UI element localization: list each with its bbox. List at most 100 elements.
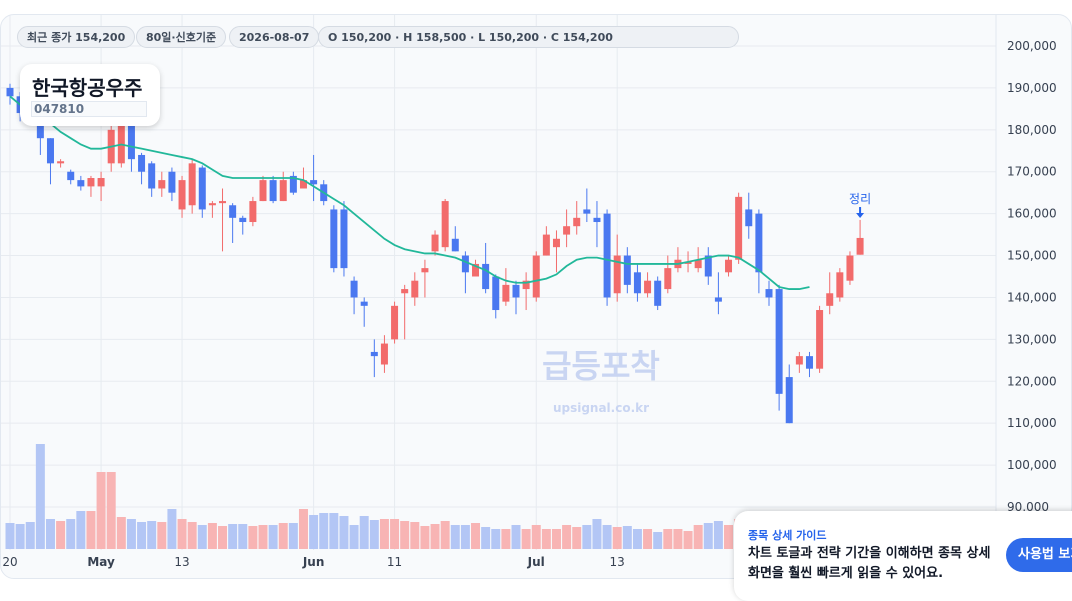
candle-body xyxy=(846,255,854,281)
candle-body xyxy=(138,154,146,172)
candle-body xyxy=(785,377,793,424)
volume-bar xyxy=(298,509,308,549)
candle-body xyxy=(249,201,257,223)
candle-body xyxy=(229,205,237,218)
volume-bar xyxy=(460,525,470,549)
x-tick-label: 11 xyxy=(387,555,402,569)
chip-close-price: 최근 종가 154,200 xyxy=(17,26,136,48)
candle-body xyxy=(289,175,297,193)
y-tick-label: 130,000 xyxy=(1007,332,1057,346)
candle-body xyxy=(704,255,712,277)
volume-bar xyxy=(116,517,126,549)
x-tick-label: 13 xyxy=(610,555,625,569)
volume-bar xyxy=(339,516,349,549)
candle-body xyxy=(46,138,54,164)
candle-body xyxy=(259,180,267,202)
volume-bar xyxy=(288,523,298,549)
y-tick-label: 180,000 xyxy=(1007,123,1057,137)
volume-bar xyxy=(319,513,329,549)
candle-body xyxy=(502,284,510,302)
volume-bar xyxy=(541,529,551,549)
volume-bar xyxy=(45,519,55,549)
chip-ohlc: O 150,200 · H 158,500 · L 150,200 · C 15… xyxy=(318,26,739,48)
volume-bar xyxy=(663,529,673,549)
candle-body xyxy=(310,180,318,185)
y-tick-label: 200,000 xyxy=(1007,39,1057,53)
candle-body xyxy=(360,301,368,306)
candle-body xyxy=(542,234,550,256)
candle-body xyxy=(340,209,348,269)
volume-bar xyxy=(582,525,592,549)
candle-body xyxy=(522,280,530,290)
volume-bar xyxy=(673,529,683,549)
candle-body xyxy=(239,217,247,223)
volume-bar xyxy=(238,524,248,549)
volume-bar xyxy=(56,521,66,549)
candle-body xyxy=(644,280,652,294)
volume-bar xyxy=(471,523,481,549)
volume-bar xyxy=(430,524,440,549)
volume-bar xyxy=(278,523,288,549)
candle-body xyxy=(765,289,773,298)
volume-bar xyxy=(551,529,561,549)
volume-bar xyxy=(379,519,389,549)
volume-bar xyxy=(420,526,430,549)
candle-body xyxy=(573,217,581,227)
volume-bar xyxy=(643,529,653,549)
stock-code: 047810 xyxy=(31,101,147,117)
candle-body xyxy=(168,171,176,193)
candle-body xyxy=(57,161,65,164)
volume-bar xyxy=(248,526,258,549)
y-tick-label: 90,000 xyxy=(1007,500,1049,514)
signal-arrow-icon xyxy=(856,213,865,218)
y-tick-label: 110,000 xyxy=(1007,416,1057,430)
guide-title: 종목 상세 가이드 xyxy=(748,529,827,542)
volume-bar xyxy=(66,519,76,549)
x-tick-label: 13 xyxy=(174,555,189,569)
candle-body xyxy=(613,255,621,294)
candle-body xyxy=(755,213,763,273)
y-tick-label: 120,000 xyxy=(1007,374,1057,388)
volume-bar xyxy=(481,527,491,549)
candle-body xyxy=(775,289,783,394)
candle-body xyxy=(694,259,702,269)
candle-body xyxy=(87,178,95,187)
candle-body xyxy=(735,196,743,260)
candle-body xyxy=(826,293,834,306)
x-tick-label: Jun xyxy=(302,555,325,569)
y-tick-label: 170,000 xyxy=(1007,165,1057,179)
candle-body xyxy=(127,121,135,160)
x-tick-label: May xyxy=(87,555,115,569)
candle-body xyxy=(623,255,631,285)
candle-body xyxy=(482,263,490,290)
candle-body xyxy=(492,276,500,311)
candle-body xyxy=(714,297,722,302)
candle-body xyxy=(299,180,307,189)
candle-body xyxy=(188,163,196,206)
volume-bar xyxy=(96,472,106,549)
watermark-text: 급등포착 xyxy=(542,347,660,385)
volume-bar xyxy=(329,513,339,549)
chip-period[interactable]: 80일·신호기준 xyxy=(136,26,227,48)
volume-bar xyxy=(572,527,582,549)
volume-bar xyxy=(683,531,693,549)
candle-body xyxy=(664,268,672,290)
candle-body xyxy=(805,356,813,369)
volume-bar xyxy=(25,522,35,549)
volume-bar xyxy=(359,516,369,549)
candle-body xyxy=(603,213,611,298)
guide-card: 종목 상세 가이드 차트 토글과 전략 기간을 이해하면 종목 상세 화면을 훨… xyxy=(734,511,1072,601)
guide-button[interactable]: 사용법 보기 xyxy=(1006,538,1072,572)
candle-body xyxy=(451,238,459,252)
chart-panel[interactable]: 200,000 190,000 180,000 170,000 160,000 150,0… xyxy=(0,14,1072,579)
candle-body xyxy=(350,280,358,298)
volume-bar xyxy=(126,519,136,549)
volume-bar xyxy=(309,515,319,549)
candle-body xyxy=(583,209,591,214)
volume-bar xyxy=(369,520,379,549)
volume-bar xyxy=(15,524,25,549)
watermark-subtext: upsignal.co.kr xyxy=(553,401,649,415)
candle-body xyxy=(745,209,753,227)
price-chart[interactable]: 200,000 190,000 180,000 170,000 160,000 150,0… xyxy=(1,15,1072,579)
volume-bar xyxy=(258,525,268,549)
